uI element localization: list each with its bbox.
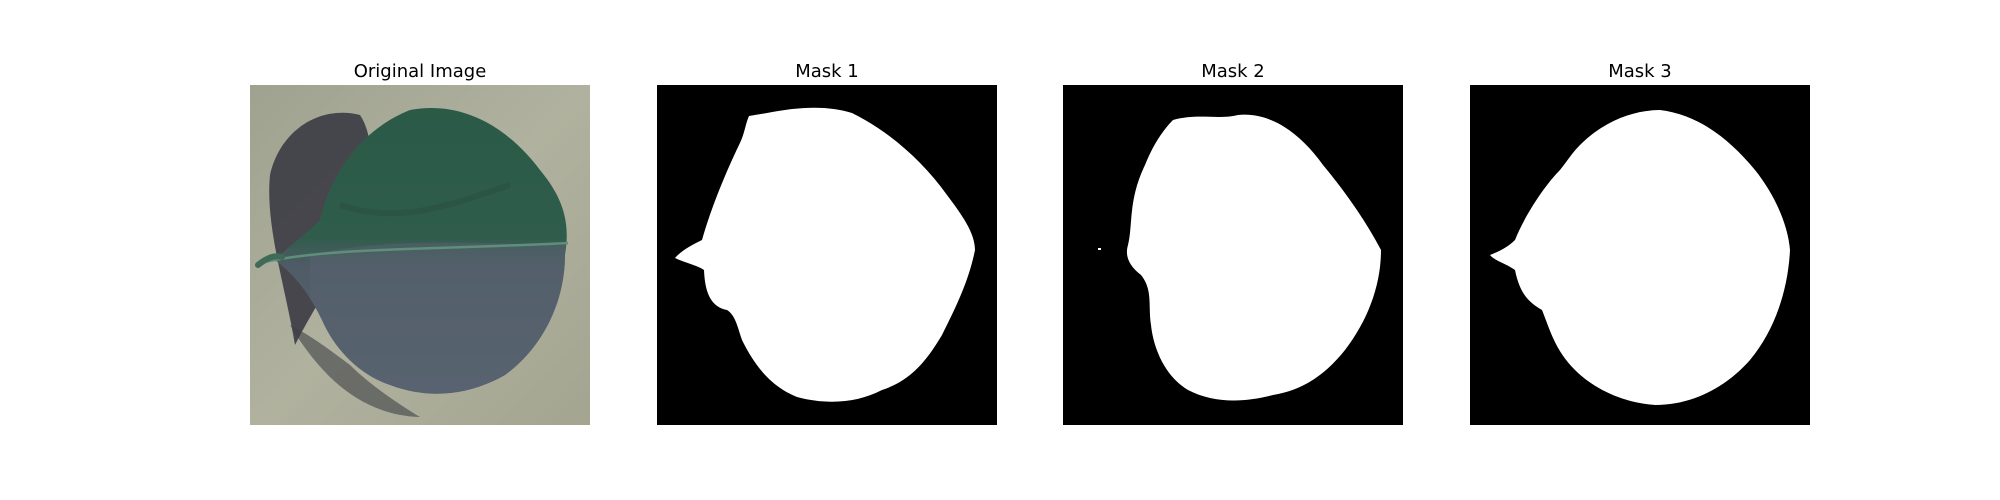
panel-title-mask-1: Mask 1 [795, 61, 859, 82]
panel-mask-1: Mask 1 [657, 60, 997, 425]
panel-original-image: Original Image [250, 60, 590, 425]
panel-title-mask-2: Mask 2 [1201, 61, 1265, 82]
panel-title-original-image: Original Image [353, 61, 487, 82]
panel-mask-3: Mask 3 [1470, 60, 1810, 425]
panel-mask-2: Mask 2 [1063, 60, 1403, 425]
mask-2-image [1063, 85, 1403, 425]
mask-1-image [657, 85, 997, 425]
original-leaf-photo [250, 85, 590, 425]
mask-3-image [1470, 85, 1810, 425]
panel-title-mask-3: Mask 3 [1608, 61, 1672, 82]
